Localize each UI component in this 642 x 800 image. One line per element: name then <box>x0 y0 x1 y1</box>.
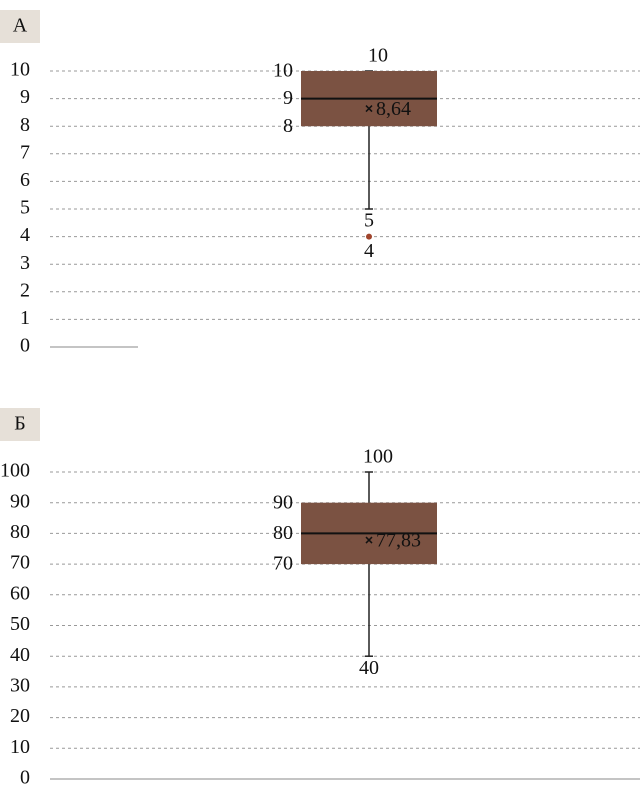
y-tick-label: 5 <box>20 197 30 219</box>
y-tick-label: 7 <box>20 141 30 163</box>
y-tick-label: 3 <box>20 252 30 274</box>
mean-marker <box>365 536 373 544</box>
y-tick-label: 10 <box>10 59 30 81</box>
q1-label: 8 <box>283 115 293 137</box>
median-label: 9 <box>283 87 293 109</box>
y-tick-label: 8 <box>20 114 30 136</box>
outlier-label: 4 <box>364 240 374 262</box>
y-tick-label: 9 <box>20 86 30 108</box>
y-tick-label: 10 <box>10 736 30 758</box>
median-label: 80 <box>273 522 293 544</box>
min-label: 40 <box>359 657 379 679</box>
max-label: 10 <box>368 45 388 67</box>
y-tick-label: 40 <box>10 644 30 666</box>
mean-label: 77,83 <box>376 530 421 552</box>
y-tick-label: 60 <box>10 582 30 604</box>
panel-label: Б <box>14 413 25 435</box>
y-tick-label: 90 <box>10 490 30 512</box>
outlier <box>366 233 372 240</box>
y-tick-label: 70 <box>10 552 30 574</box>
panel-label-bg <box>0 408 40 441</box>
y-tick-label: 0 <box>20 767 30 789</box>
y-tick-label: 4 <box>20 224 30 246</box>
mean-marker <box>365 105 373 113</box>
y-tick-label: 100 <box>0 460 30 482</box>
y-tick-label: 2 <box>20 279 30 301</box>
q3-label: 10 <box>273 60 293 82</box>
y-tick-label: 1 <box>20 307 30 329</box>
y-tick-label: 6 <box>20 169 30 191</box>
panel-label: А <box>13 15 28 37</box>
q3-label: 90 <box>273 491 293 513</box>
y-tick-label: 0 <box>20 335 30 357</box>
min-label: 5 <box>364 210 374 232</box>
q1-label: 70 <box>273 553 293 575</box>
mean-label: 8,64 <box>376 98 411 120</box>
y-tick-label: 30 <box>10 674 30 696</box>
y-tick-label: 20 <box>10 705 30 727</box>
max-label: 100 <box>363 446 393 468</box>
panel-label-bg <box>0 10 40 43</box>
y-tick-label: 80 <box>10 521 30 543</box>
y-tick-label: 50 <box>10 613 30 635</box>
